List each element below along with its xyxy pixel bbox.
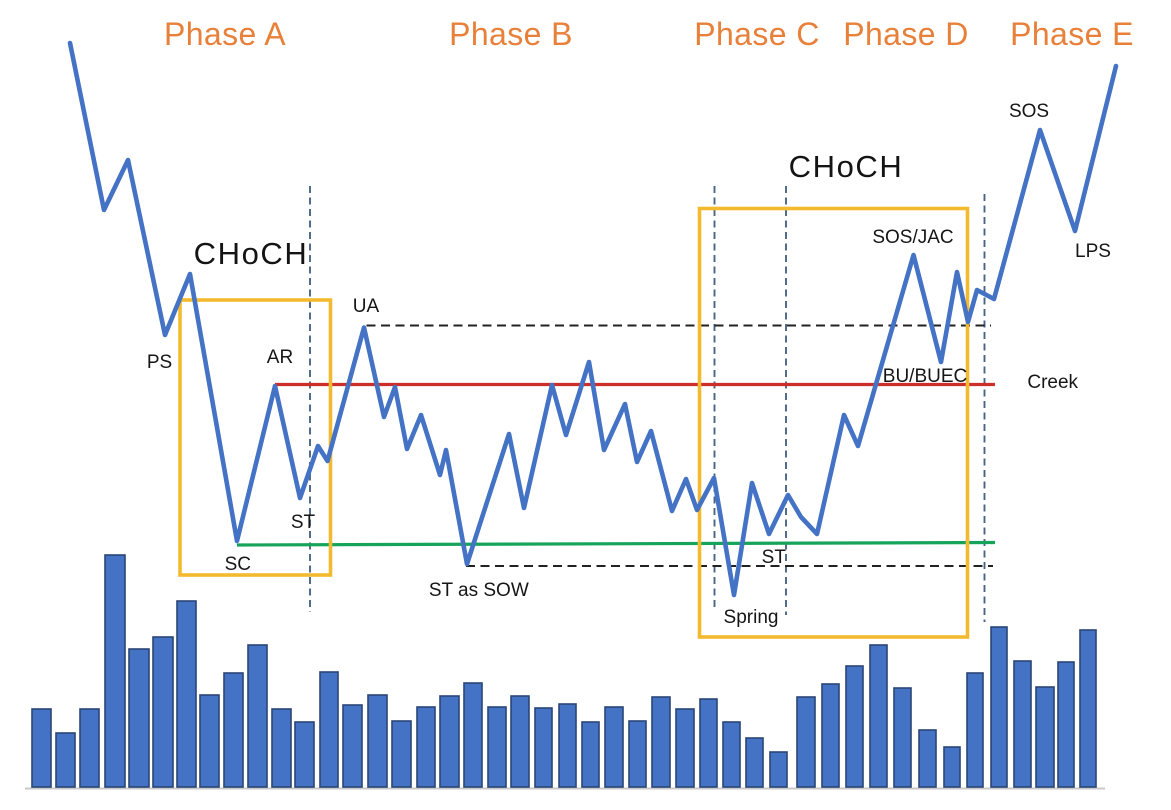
svg-text:Phase D: Phase D — [843, 16, 969, 52]
svg-text:Phase B: Phase B — [449, 16, 573, 52]
svg-text:Phase C: Phase C — [694, 16, 820, 52]
svg-text:BU/BUEC: BU/BUEC — [883, 366, 967, 387]
svg-text:Spring: Spring — [724, 607, 779, 628]
svg-text:ST as SOW: ST as SOW — [429, 580, 529, 601]
svg-text:ST: ST — [762, 547, 787, 568]
svg-text:CHoCH: CHoCH — [194, 236, 309, 271]
svg-text:LPS: LPS — [1075, 241, 1111, 262]
svg-text:SOS: SOS — [1009, 101, 1049, 122]
svg-text:CHoCH: CHoCH — [789, 149, 904, 184]
svg-text:UA: UA — [353, 296, 380, 317]
svg-text:Phase A: Phase A — [164, 16, 286, 52]
svg-text:AR: AR — [267, 347, 293, 368]
svg-text:ST: ST — [291, 512, 316, 533]
svg-text:Creek: Creek — [1027, 372, 1078, 393]
svg-text:Phase E: Phase E — [1010, 16, 1134, 52]
svg-text:SOS/JAC: SOS/JAC — [872, 227, 953, 248]
svg-text:SC: SC — [225, 554, 251, 575]
svg-text:PS: PS — [147, 352, 172, 373]
